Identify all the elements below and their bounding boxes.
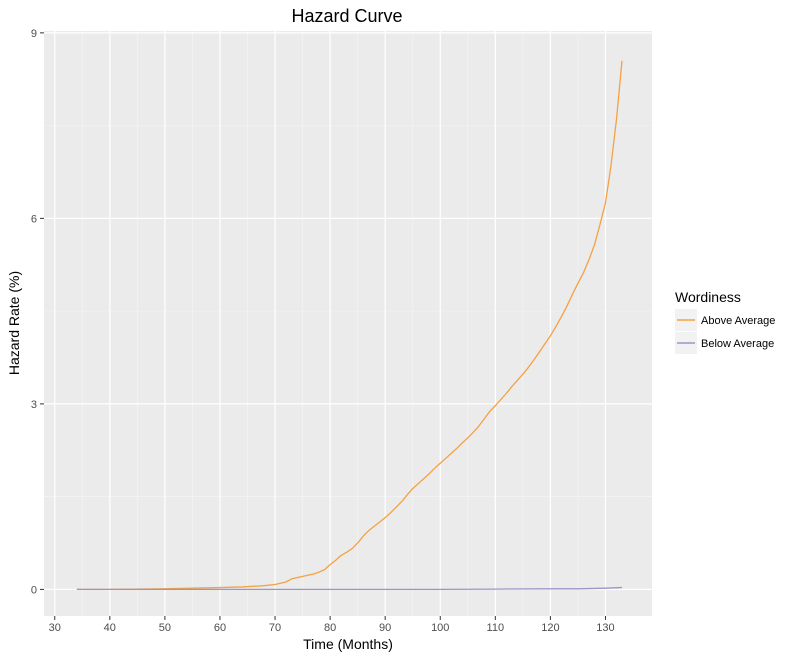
x-axis: 30 40 50 60 70 80 90 100 110 120 130 bbox=[49, 616, 615, 634]
y-tick-label: 3 bbox=[31, 399, 37, 411]
legend-items: Above Average Below Average bbox=[675, 309, 775, 354]
y-tick-label: 6 bbox=[31, 213, 37, 225]
x-tick-label: 70 bbox=[269, 622, 281, 634]
series-line-above-average bbox=[76, 60, 623, 591]
x-tick-label: 80 bbox=[324, 622, 336, 634]
y-tick-label: 9 bbox=[31, 28, 37, 40]
legend-label-above-average: Above Average bbox=[701, 315, 775, 327]
x-tick-label: 40 bbox=[104, 622, 116, 634]
x-tick-label: 120 bbox=[541, 622, 559, 634]
x-tick-label: 50 bbox=[159, 622, 171, 634]
y-tick-label: 0 bbox=[31, 584, 37, 596]
x-tick-label: 60 bbox=[214, 622, 226, 634]
x-tick-label: 30 bbox=[49, 622, 61, 634]
series-layer bbox=[76, 60, 623, 591]
plot-panel bbox=[44, 31, 652, 616]
chart-title: Hazard Curve bbox=[291, 6, 402, 26]
x-tick-label: 90 bbox=[379, 622, 391, 634]
x-tick-label: 130 bbox=[596, 622, 614, 634]
x-tick-label: 100 bbox=[431, 622, 449, 634]
legend-label-below-average: Below Average bbox=[701, 338, 774, 350]
y-axis: 0 3 6 9 bbox=[31, 28, 44, 596]
legend-title: Wordiness bbox=[675, 289, 741, 305]
x-tick-label: 110 bbox=[487, 622, 505, 634]
legend: Wordiness Above Average Below Average bbox=[675, 289, 775, 354]
y-axis-title: Hazard Rate (%) bbox=[6, 271, 22, 375]
x-axis-title: Time (Months) bbox=[303, 636, 393, 652]
series-line-below-average bbox=[76, 586, 623, 591]
